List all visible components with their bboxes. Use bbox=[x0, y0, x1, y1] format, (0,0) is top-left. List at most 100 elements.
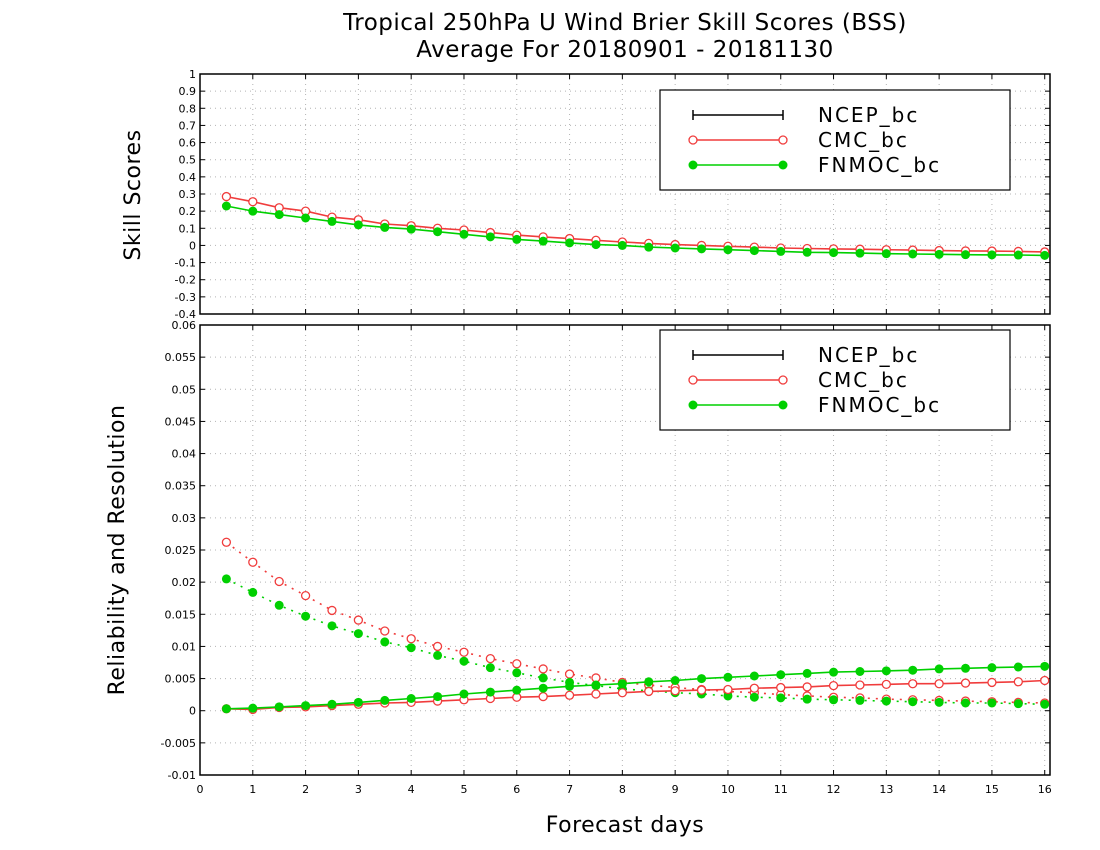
bottom-point-CMC_bc bbox=[300, 590, 311, 601]
bottom-point-FNMOC_bc bbox=[406, 643, 416, 653]
top-legend-label-FNMOC_bc: FNMOC_bc bbox=[818, 153, 941, 177]
top-point-FNMOC_bc bbox=[1040, 250, 1050, 260]
top-panel-y-axis-title: Skill Scores bbox=[121, 129, 146, 260]
bottom-point-FNMOC_bc bbox=[1040, 661, 1050, 671]
x-tick-label: 0 bbox=[197, 783, 204, 796]
bottom-point-CMC_bc bbox=[591, 689, 601, 699]
top-y-tick-label: 1 bbox=[189, 68, 196, 81]
x-tick-label: 13 bbox=[879, 783, 893, 796]
top-series-line-FNMOC_bc-solid bbox=[226, 205, 1045, 257]
bottom-point-CMC_bc bbox=[512, 659, 522, 669]
bottom-point-CMC_bc bbox=[934, 679, 944, 689]
bottom-point-CMC_bc bbox=[644, 686, 654, 697]
bottom-point-FNMOC_bc bbox=[697, 674, 707, 684]
bottom-point-FNMOC_bc bbox=[433, 650, 443, 660]
x-tick-label: 9 bbox=[672, 783, 679, 796]
bottom-point-FNMOC_bc bbox=[1013, 699, 1023, 709]
bottom-point-CMC_bc bbox=[749, 683, 759, 693]
bottom-point-FNMOC_bc bbox=[802, 668, 812, 678]
top-point-CMC_bc bbox=[221, 191, 232, 202]
bottom-point-FNMOC_bc bbox=[353, 629, 363, 639]
bottom-y-tick-label: 0.01 bbox=[172, 640, 197, 653]
bottom-legend-box bbox=[659, 329, 1011, 431]
bottom-point-CMC_bc bbox=[459, 647, 469, 657]
bottom-point-CMC_bc bbox=[221, 537, 232, 547]
bottom-point-FNMOC_bc bbox=[1013, 662, 1023, 672]
bottom-point-CMC_bc bbox=[776, 682, 786, 693]
bottom-y-tick-label: 0.04 bbox=[172, 448, 197, 461]
bottom-point-FNMOC_bc bbox=[855, 695, 865, 705]
bottom-point-FNMOC_bc bbox=[591, 680, 601, 690]
bottom-point-FNMOC_bc bbox=[776, 693, 786, 703]
bottom-point-CMC_bc bbox=[828, 680, 839, 691]
bottom-point-CMC_bc bbox=[1013, 677, 1023, 687]
bottom-point-FNMOC_bc bbox=[829, 695, 839, 705]
bottom-point-CMC_bc bbox=[380, 626, 390, 636]
bottom-y-tick-label: 0.055 bbox=[165, 351, 197, 364]
bottom-point-FNMOC_bc bbox=[248, 587, 258, 597]
top-y-tick-label: -0.2 bbox=[175, 274, 196, 287]
bottom-point-FNMOC_bc bbox=[301, 701, 311, 711]
top-point-FNMOC_bc bbox=[670, 243, 680, 253]
bottom-point-FNMOC_bc bbox=[380, 695, 390, 705]
top-point-FNMOC_bc bbox=[512, 234, 522, 244]
x-tick-label: 11 bbox=[774, 783, 788, 796]
bottom-point-CMC_bc bbox=[802, 682, 812, 692]
bottom-point-FNMOC_bc bbox=[961, 698, 971, 708]
bottom-point-CMC_bc bbox=[353, 615, 364, 625]
bottom-point-FNMOC_bc bbox=[670, 676, 680, 685]
top-legend-marker-CMC_bc bbox=[778, 135, 788, 145]
top-point-FNMOC_bc bbox=[485, 232, 495, 242]
bottom-point-FNMOC_bc bbox=[987, 663, 997, 673]
bottom-point-FNMOC_bc bbox=[274, 702, 284, 712]
bottom-point-CMC_bc bbox=[617, 688, 628, 698]
bottom-point-CMC_bc bbox=[1040, 675, 1050, 686]
x-tick-label: 8 bbox=[619, 783, 626, 796]
bottom-y-tick-label: -0.01 bbox=[168, 769, 196, 782]
x-tick-label: 14 bbox=[932, 783, 946, 796]
bottom-point-CMC_bc bbox=[564, 669, 575, 679]
bottom-point-FNMOC_bc bbox=[908, 697, 918, 707]
top-y-tick-label: -0.3 bbox=[175, 291, 196, 304]
top-point-FNMOC_bc bbox=[406, 224, 416, 234]
bottom-point-FNMOC_bc bbox=[406, 694, 416, 703]
chart-subtitle: Average For 20180901 - 20181130 bbox=[416, 37, 834, 63]
bottom-point-FNMOC_bc bbox=[485, 663, 495, 673]
bottom-legend-marker-CMC_bc bbox=[778, 375, 788, 385]
bottom-point-FNMOC_bc bbox=[749, 692, 759, 702]
top-point-FNMOC_bc bbox=[855, 248, 865, 258]
bottom-y-tick-label: 0.03 bbox=[172, 512, 197, 525]
bottom-point-FNMOC_bc bbox=[723, 691, 733, 701]
bottom-panel-reliability-resolution: -0.01 -0.005 0 0.005 0.01 0.015 0.02 0.025 0.03 0… bbox=[161, 319, 1052, 796]
top-point-FNMOC_bc bbox=[697, 244, 707, 254]
bottom-y-tick-label: 0.06 bbox=[172, 319, 197, 332]
bottom-point-CMC_bc bbox=[248, 557, 258, 567]
bottom-legend-marker-FNMOC_bc bbox=[778, 400, 788, 410]
top-point-FNMOC_bc bbox=[433, 227, 443, 237]
bottom-point-FNMOC_bc bbox=[855, 667, 865, 676]
bottom-point-FNMOC_bc bbox=[248, 703, 258, 713]
top-panel-skill-scores: -0.4 -0.3 -0.2 -0.1 0 0.1 0.2 0.3 0.4 0.5 0.6 0.7 0.… bbox=[175, 68, 1051, 321]
top-point-FNMOC_bc bbox=[538, 236, 548, 246]
top-point-FNMOC_bc bbox=[301, 213, 311, 223]
bottom-point-CMC_bc bbox=[406, 634, 416, 644]
top-y-tick-label: 0.8 bbox=[179, 102, 197, 115]
top-point-FNMOC_bc bbox=[881, 249, 891, 259]
top-y-tick-label: 0.4 bbox=[179, 171, 197, 184]
top-y-tick-label: 0.7 bbox=[179, 119, 197, 132]
bottom-point-CMC_bc bbox=[696, 685, 707, 695]
bottom-legend-marker-CMC_bc bbox=[688, 375, 698, 385]
bottom-point-CMC_bc bbox=[855, 680, 865, 690]
bottom-point-FNMOC_bc bbox=[433, 692, 443, 702]
bottom-point-CMC_bc bbox=[908, 679, 918, 689]
top-point-FNMOC_bc bbox=[829, 248, 839, 258]
top-point-FNMOC_bc bbox=[987, 250, 997, 260]
bottom-point-FNMOC_bc bbox=[221, 704, 231, 714]
bottom-point-FNMOC_bc bbox=[644, 677, 654, 687]
top-y-tick-label: -0.4 bbox=[175, 308, 196, 321]
bottom-point-FNMOC_bc bbox=[565, 681, 575, 691]
top-y-tick-label: 0.5 bbox=[179, 154, 197, 167]
bottom-y-tick-label: 0.035 bbox=[165, 480, 197, 493]
top-point-FNMOC_bc bbox=[459, 229, 469, 239]
